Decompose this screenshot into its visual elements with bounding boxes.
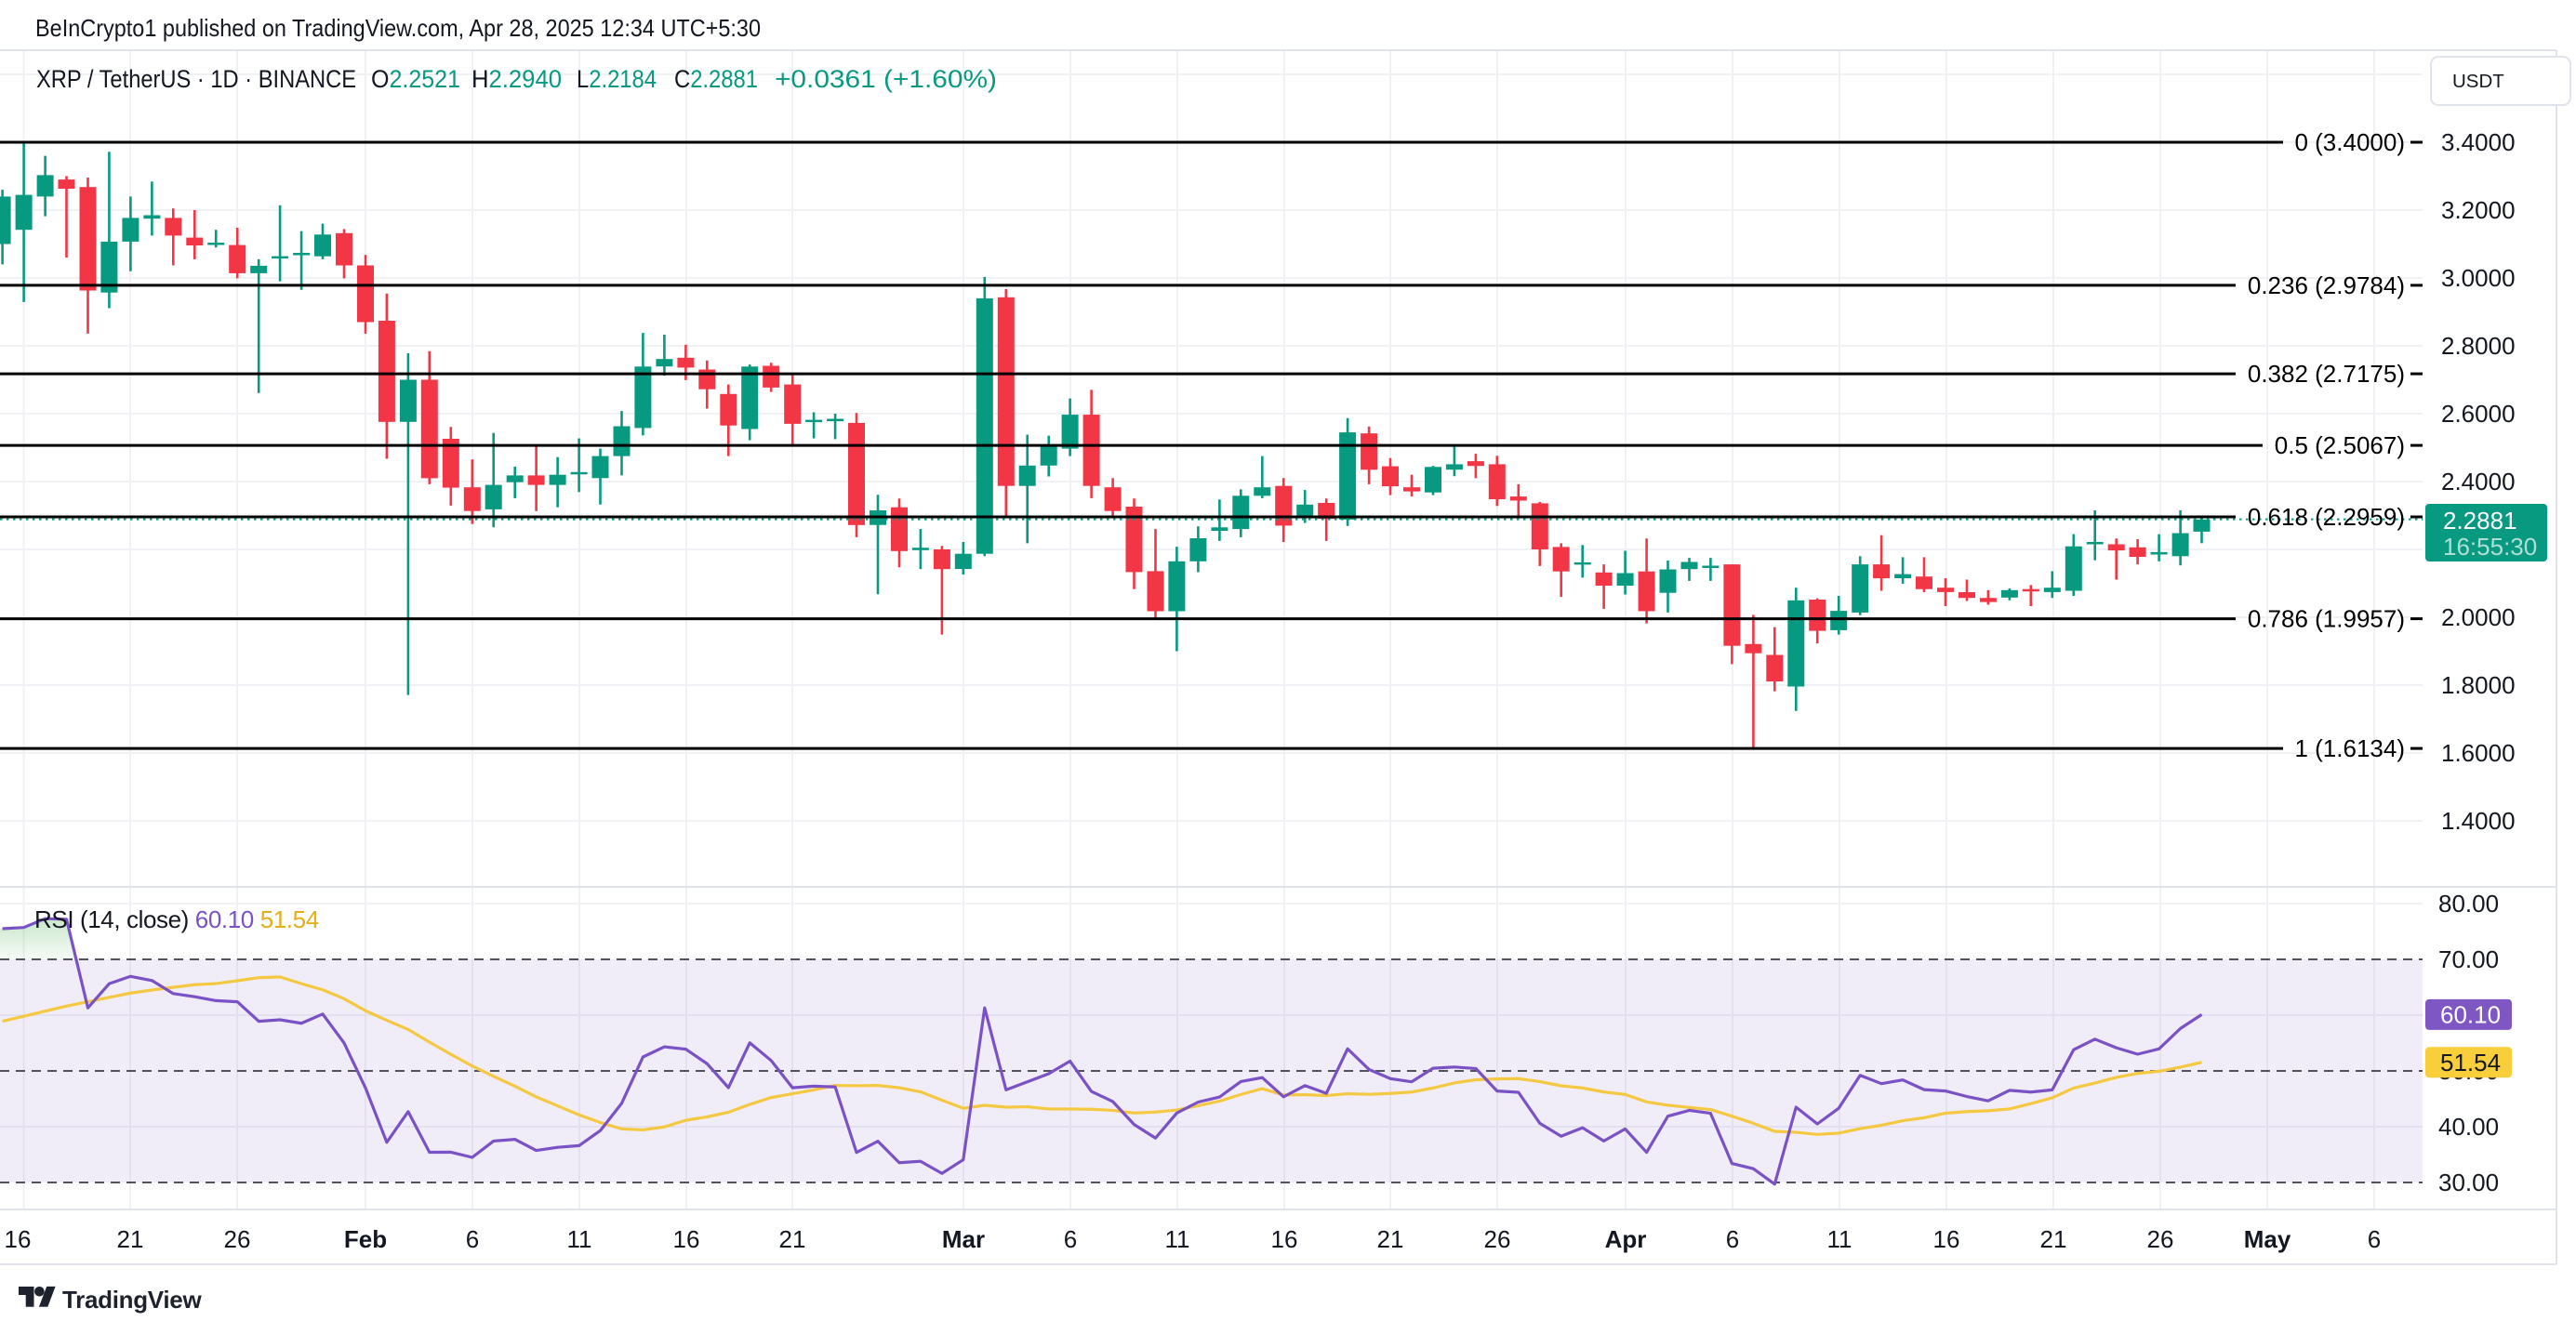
svg-text:6: 6: [466, 1225, 479, 1253]
svg-text:2.6000: 2.6000: [2441, 400, 2516, 428]
svg-text:0.5 (2.5067): 0.5 (2.5067): [2275, 431, 2405, 459]
svg-text:16:55:30: 16:55:30: [2443, 533, 2537, 561]
svg-text:3.4000: 3.4000: [2441, 128, 2516, 156]
svg-text:0.236 (2.9784): 0.236 (2.9784): [2248, 271, 2405, 299]
svg-text:+0.0361 (+1.60%): +0.0361 (+1.60%): [775, 65, 997, 93]
svg-text:16: 16: [5, 1225, 32, 1253]
svg-text:USDT: USDT: [2452, 71, 2504, 92]
svg-text:70.00: 70.00: [2438, 945, 2499, 973]
svg-text:0 (3.4000): 0 (3.4000): [2294, 128, 2405, 156]
svg-text:3.2000: 3.2000: [2441, 196, 2516, 224]
svg-text:C2.2881: C2.2881: [674, 65, 758, 93]
svg-text:Feb: Feb: [344, 1225, 387, 1253]
svg-text:16: 16: [1933, 1225, 1960, 1253]
svg-text:6: 6: [1726, 1225, 1739, 1253]
svg-text:11: 11: [1827, 1225, 1852, 1253]
svg-text:6: 6: [1064, 1225, 1077, 1253]
svg-text:21: 21: [2040, 1225, 2067, 1253]
svg-text:XRP / TetherUS · 1D · BINANCE: XRP / TetherUS · 1D · BINANCE: [36, 65, 356, 93]
svg-text:30.00: 30.00: [2438, 1169, 2499, 1196]
svg-text:6: 6: [2368, 1225, 2381, 1253]
svg-text:1 (1.6134): 1 (1.6134): [2294, 734, 2405, 762]
svg-text:1.6000: 1.6000: [2441, 739, 2516, 767]
svg-text:11: 11: [1165, 1225, 1190, 1253]
svg-text:2.4000: 2.4000: [2441, 468, 2516, 495]
svg-text:1.4000: 1.4000: [2441, 807, 2516, 835]
svg-text:60.10: 60.10: [2440, 1000, 2501, 1028]
svg-text:26: 26: [1484, 1225, 1511, 1253]
svg-text:Mar: Mar: [942, 1225, 985, 1253]
svg-text:O2.2521: O2.2521: [371, 65, 460, 93]
svg-text:L2.2184: L2.2184: [577, 65, 657, 93]
svg-text:2.2881: 2.2881: [2443, 507, 2517, 535]
svg-text:51.54: 51.54: [2440, 1049, 2501, 1076]
svg-text:40.00: 40.00: [2438, 1113, 2499, 1141]
svg-text:May: May: [2244, 1225, 2291, 1253]
svg-text:21: 21: [1377, 1225, 1404, 1253]
svg-text:2.8000: 2.8000: [2441, 332, 2516, 360]
svg-text:11: 11: [567, 1225, 592, 1253]
svg-text:16: 16: [673, 1225, 700, 1253]
svg-text:RSI (14, close) 60.10 51.54: RSI (14, close) 60.10 51.54: [34, 905, 319, 933]
svg-text:26: 26: [2147, 1225, 2174, 1253]
svg-text:Apr: Apr: [1605, 1225, 1647, 1253]
svg-text:0.786 (1.9957): 0.786 (1.9957): [2248, 605, 2405, 633]
svg-text:TradingView: TradingView: [62, 1286, 202, 1314]
svg-text:3.0000: 3.0000: [2441, 264, 2516, 292]
svg-text:26: 26: [224, 1225, 251, 1253]
svg-text:21: 21: [779, 1225, 806, 1253]
svg-text:0.618 (2.2959): 0.618 (2.2959): [2248, 503, 2405, 531]
svg-text:80.00: 80.00: [2438, 890, 2499, 918]
svg-text:1.8000: 1.8000: [2441, 671, 2516, 699]
svg-text:H2.2940: H2.2940: [471, 65, 562, 93]
svg-text:21: 21: [117, 1225, 144, 1253]
svg-text:16: 16: [1271, 1225, 1298, 1253]
svg-text:BeInCrypto1 published on Tradi: BeInCrypto1 published on TradingView.com…: [35, 14, 761, 42]
svg-text:2.0000: 2.0000: [2441, 603, 2516, 631]
svg-text:0.382 (2.7175): 0.382 (2.7175): [2248, 360, 2405, 388]
